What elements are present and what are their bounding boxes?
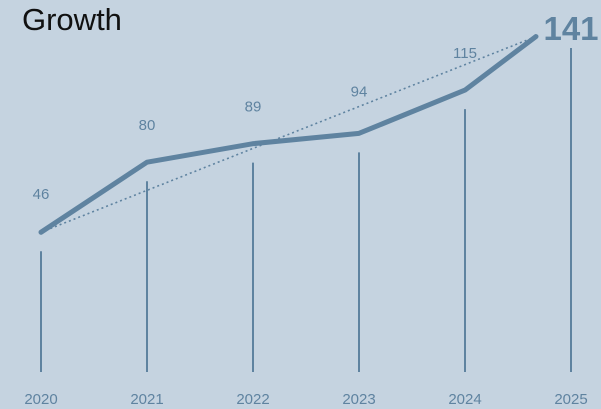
value-label-2023: 94 [351,83,368,100]
trend-line [40,35,537,233]
value-label-2021: 80 [139,117,156,134]
chart-title: Growth [22,2,122,37]
x-tick-2020: 2020 [24,391,57,408]
value-label-2024: 115 [453,45,477,62]
value-label-2022: 89 [245,99,262,116]
value-label-2020: 46 [33,186,50,203]
x-tick-2022: 2022 [236,391,269,408]
x-tick-2025: 2025 [554,391,587,408]
x-tick-2023: 2023 [342,391,375,408]
x-tick-2021: 2021 [130,391,163,408]
value-label-2025: 141 [543,10,598,47]
x-tick-2024: 2024 [448,391,481,408]
series-line [38,34,539,235]
